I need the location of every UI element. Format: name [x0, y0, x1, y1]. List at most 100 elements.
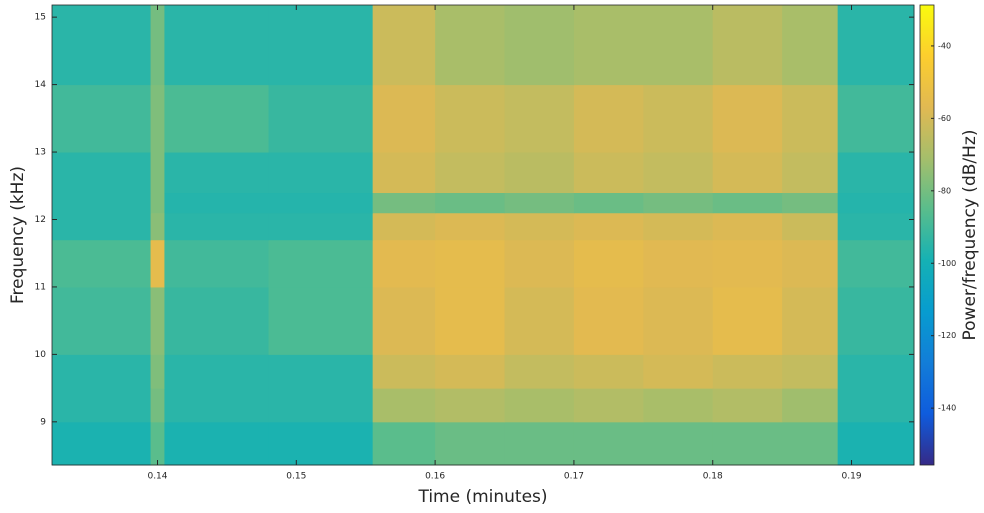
heatmap-cell [150, 354, 165, 389]
heatmap-cell [372, 239, 436, 288]
heatmap-cell [504, 388, 575, 423]
heatmap-cell [150, 239, 165, 288]
heatmap-cell [504, 286, 575, 355]
heatmap-cell [150, 192, 165, 214]
heatmap-cell [837, 5, 915, 86]
heatmap-cell [712, 192, 783, 214]
heatmap-cell [268, 421, 374, 466]
heatmap-cell [573, 84, 644, 153]
heatmap-cell [837, 421, 915, 466]
heatmap-cell [782, 388, 839, 423]
heatmap-cell [643, 5, 714, 86]
heatmap-cell [164, 84, 270, 153]
heatmap-cell [643, 421, 714, 466]
colorbar-tick-label: -100 [938, 259, 956, 268]
heatmap-cell [837, 84, 915, 153]
heatmap-cell [435, 84, 506, 153]
heatmap-cell [643, 84, 714, 153]
colorbar-tick-label: -120 [938, 331, 956, 340]
heatmap-cell [504, 212, 575, 241]
x-tick-label: 0.17 [564, 472, 584, 482]
heatmap-cell [268, 239, 374, 288]
heatmap-cell [837, 192, 915, 214]
heatmap-cell [372, 388, 436, 423]
heatmap-cell [52, 152, 152, 194]
heatmap-cell [435, 354, 506, 389]
heatmap-cell [712, 84, 783, 153]
heatmap-cell [164, 192, 270, 214]
colorbar-tick-label: -40 [938, 41, 951, 50]
heatmap-cell [837, 152, 915, 194]
heatmap-cell [712, 152, 783, 194]
heatmap-cell [837, 212, 915, 241]
heatmap-cell [268, 84, 374, 153]
heatmap-cell [712, 421, 783, 466]
x-tick-label: 0.16 [425, 472, 445, 482]
x-tick-label: 0.14 [147, 472, 167, 482]
heatmap-cell [372, 421, 436, 466]
heatmap-cell [712, 212, 783, 241]
heatmap-cell [712, 286, 783, 355]
heatmap-cell [837, 286, 915, 355]
heatmap-cell [712, 388, 783, 423]
colorbar-tick-label: -80 [938, 186, 951, 195]
heatmap-cell [268, 5, 374, 86]
heatmap-cell [164, 212, 270, 241]
heatmap-cell [372, 286, 436, 355]
heatmap-cell [782, 152, 839, 194]
heatmap-cell [837, 239, 915, 288]
heatmap-cell [782, 84, 839, 153]
heatmap-cell [372, 84, 436, 153]
heatmap-cell [435, 152, 506, 194]
heatmap-cell [782, 286, 839, 355]
heatmap-cell [712, 5, 783, 86]
heatmap-cell [837, 354, 915, 389]
heatmap-cell [504, 152, 575, 194]
heatmap-cell [573, 152, 644, 194]
heatmap-cell [372, 212, 436, 241]
heatmap-cell [573, 192, 644, 214]
colorbar-tick-label: -60 [938, 114, 951, 123]
heatmap-cell [504, 84, 575, 153]
heatmap-cell [573, 239, 644, 288]
heatmap-cell [643, 354, 714, 389]
heatmap-cell [435, 239, 506, 288]
heatmap-cell [782, 239, 839, 288]
heatmap-cell [164, 152, 270, 194]
x-tick-label: 0.15 [286, 472, 306, 482]
heatmap-cell [782, 354, 839, 389]
heatmap-cell [712, 354, 783, 389]
plot-frame [51, 4, 915, 466]
heatmap-cell [268, 286, 374, 355]
heatmap-cell [150, 212, 165, 241]
x-tick-label: 0.18 [703, 472, 723, 482]
heatmap-cell [504, 192, 575, 214]
heatmap-cell [268, 388, 374, 423]
heatmap-cell [52, 239, 152, 288]
heatmap-cell [782, 212, 839, 241]
heatmap-cell [643, 239, 714, 288]
heatmap-cell [573, 286, 644, 355]
heatmap-cell [52, 286, 152, 355]
heatmap-cell [164, 286, 270, 355]
heatmap-cell [643, 212, 714, 241]
y-tick-label: 14 [35, 80, 47, 90]
heatmap-cell [643, 388, 714, 423]
heatmap-cell [573, 212, 644, 241]
heatmap-cell [782, 192, 839, 214]
heatmap-cell [372, 5, 436, 86]
y-tick-label: 9 [40, 417, 46, 427]
colorbar [919, 4, 935, 466]
heatmap-cell [150, 286, 165, 355]
heatmap-cell [837, 388, 915, 423]
heatmap-cell [573, 388, 644, 423]
heatmap-cell [712, 239, 783, 288]
heatmap-cell [268, 354, 374, 389]
heatmap-cell [435, 212, 506, 241]
heatmap-cell [164, 388, 270, 423]
colorbar-tick-label: -140 [938, 404, 956, 413]
heatmap-cell [164, 354, 270, 389]
heatmap-cell [52, 388, 152, 423]
